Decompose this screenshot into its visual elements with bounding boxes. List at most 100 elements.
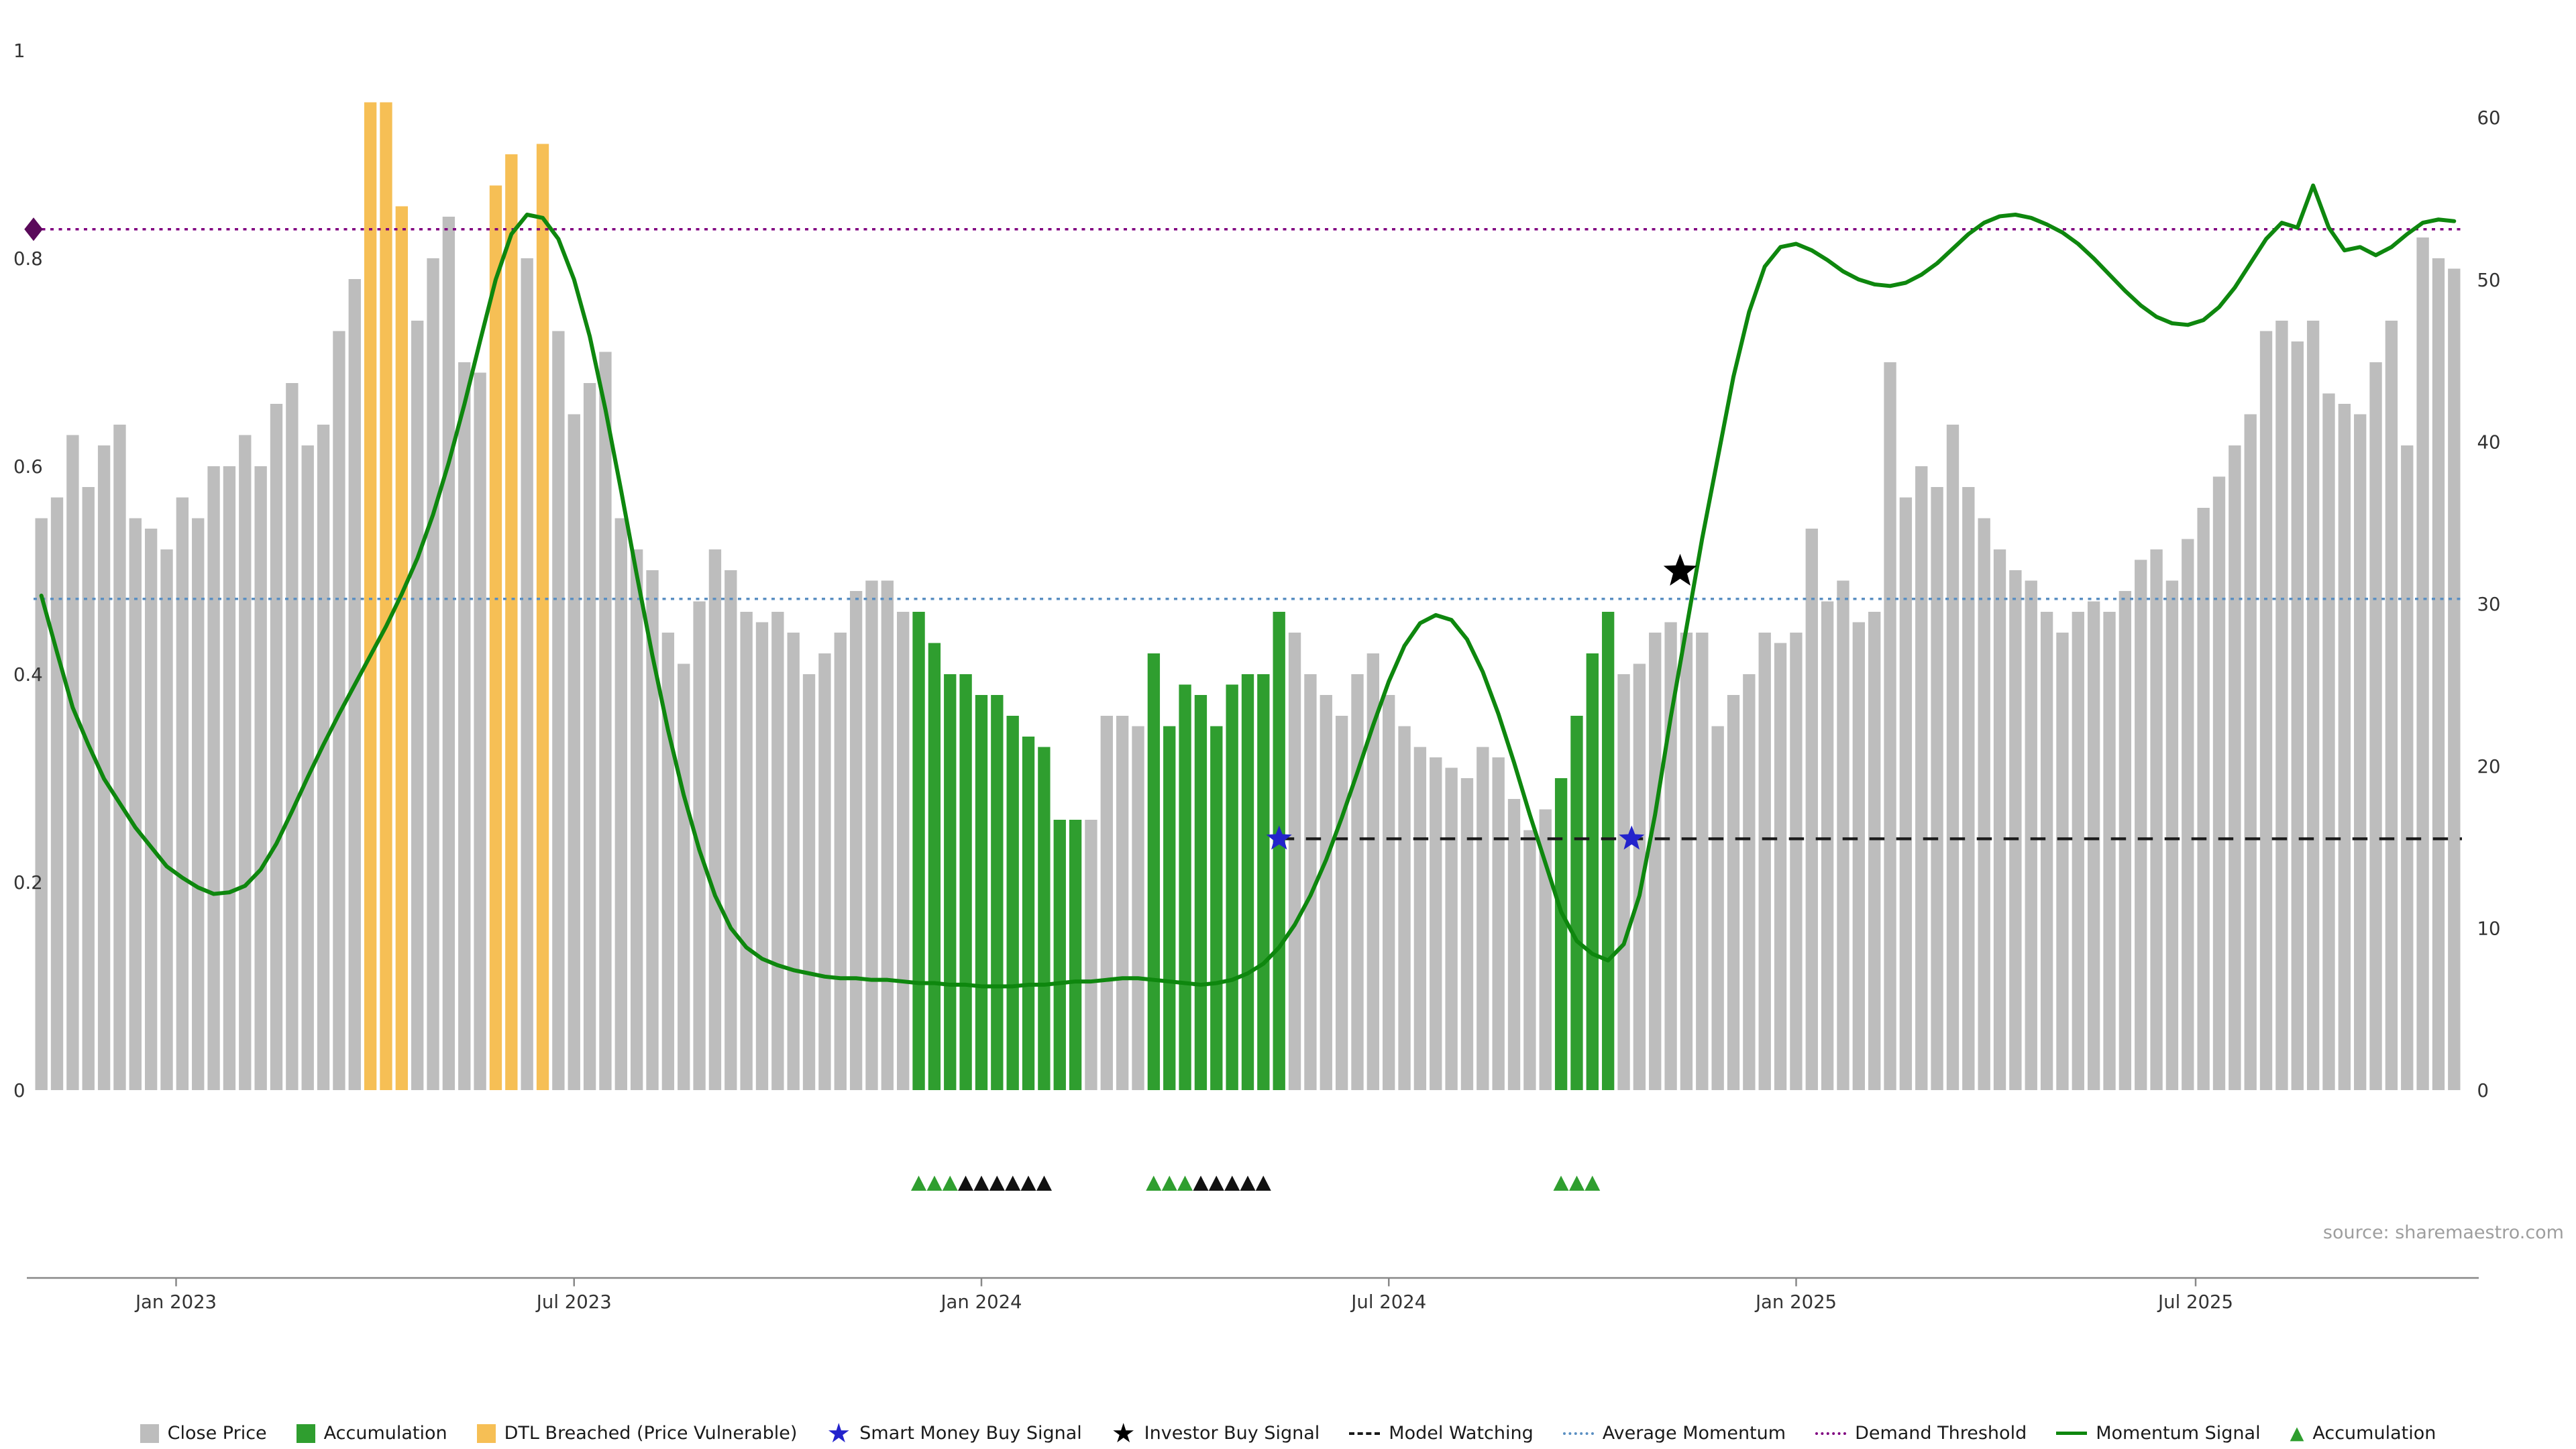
average-momentum-swatch (1562, 1432, 1594, 1435)
watch-triangle-icon (1020, 1175, 1036, 1191)
watch-triangle-icon (1255, 1175, 1271, 1191)
right-tick-label: 60 (2477, 107, 2501, 129)
close-price-bar (144, 529, 158, 1090)
legend-item-demand-threshold-dot: Demand Threshold (1815, 1423, 2027, 1444)
close-price-bar (834, 633, 847, 1090)
close-price-bar (849, 591, 863, 1090)
close-price-bar (1320, 695, 1332, 1090)
accumulation-triangle-icon (926, 1175, 943, 1191)
close-price-bar (2040, 612, 2053, 1090)
close-price-bar (1743, 674, 1756, 1090)
close-price-bar (239, 435, 252, 1090)
close-price-bar (113, 425, 126, 1090)
watch-triangle-icon (958, 1175, 973, 1191)
accumulation-triangle-icon (1569, 1175, 1585, 1191)
close-price-bar (897, 612, 910, 1090)
close-price-bar (1727, 695, 1740, 1090)
close-price-bar (97, 445, 111, 1090)
accumulation-bar (1586, 653, 1599, 1090)
accumulation-swatch (296, 1424, 315, 1443)
close-price-bar (2401, 445, 2414, 1090)
watch-triangle-icon (1193, 1175, 1209, 1191)
accumulation-triangle-icon (911, 1175, 926, 1191)
close-price-bar (1335, 716, 1348, 1090)
close-price-bar (1351, 674, 1364, 1090)
close-price-bar (2087, 601, 2100, 1090)
right-tick-label: 0 (2477, 1080, 2489, 1102)
close-price-bar (568, 414, 580, 1090)
dtl-breached-bar (489, 185, 502, 1090)
legend-label: DTL Breached (Price Vulnerable) (504, 1423, 798, 1444)
accumulation-bar (1226, 684, 1238, 1090)
close-price-bar (2291, 341, 2304, 1090)
watch-triangle-icon (973, 1175, 989, 1191)
close-price-bar (1946, 425, 1960, 1090)
smart-money-buy-star-icon (1266, 825, 1292, 850)
close-price-bar (1477, 747, 1489, 1090)
close-price-bar (1398, 726, 1411, 1090)
legend-label: Close Price (167, 1423, 267, 1444)
close-price-bar (2306, 321, 2320, 1090)
close-price-bar (474, 372, 486, 1090)
legend-item-investor-buy-signal-star: ★ Investor Buy Signal (1111, 1417, 1320, 1449)
watch-triangle-icon (1224, 1175, 1240, 1191)
close-price-bar (818, 653, 831, 1090)
accumulation-bar (1601, 612, 1615, 1090)
x-tick-label: Jan 2024 (939, 1291, 1022, 1313)
legend-label: Momentum Signal (2096, 1423, 2261, 1444)
accumulation-bar (1022, 737, 1035, 1090)
close-price-bar (1633, 663, 1646, 1090)
accumulation-bar (1210, 726, 1223, 1090)
close-price-bar (1413, 747, 1427, 1090)
dtl-breached-bar (364, 102, 377, 1090)
close-price-bar (708, 549, 722, 1090)
close-price-bar (1899, 497, 1913, 1090)
legend-label: Model Watching (1389, 1423, 1534, 1444)
close-price-bar (35, 518, 48, 1090)
accumulation-bar (991, 695, 1004, 1090)
close-price-bar (1460, 778, 1474, 1090)
close-price-bar (2135, 559, 2147, 1090)
close-price-bar (317, 425, 330, 1090)
watch-triangle-icon (1240, 1175, 1256, 1191)
close-price-bar (427, 258, 439, 1090)
close-price-bar (740, 612, 753, 1090)
close-price-bar (2275, 321, 2288, 1090)
accumulation-bar (1257, 674, 1270, 1090)
close-price-bar (1931, 487, 1943, 1090)
close-price-bar (192, 518, 205, 1090)
accumulation-bar (1273, 612, 1285, 1090)
investor-buy-signal-star-icon: ★ (1111, 1417, 1136, 1449)
close-price-bar (787, 633, 800, 1090)
close-price-bar (2072, 612, 2084, 1090)
close-price-bar (1774, 643, 1787, 1090)
close-price-bar (1100, 716, 1113, 1090)
right-tick-label: 50 (2477, 270, 2501, 291)
watch-triangle-icon (1036, 1175, 1052, 1191)
close-price-bar (66, 435, 79, 1090)
legend-label: Investor Buy Signal (1144, 1423, 1320, 1444)
close-price-bar (583, 383, 596, 1090)
x-tick-label: Jul 2024 (1350, 1291, 1426, 1313)
close-price-bar (755, 622, 769, 1090)
close-price-bar (1821, 601, 1834, 1090)
close-price-bar (2009, 570, 2022, 1090)
left-tick-label: 0.4 (13, 664, 43, 686)
close-price-bar (521, 258, 533, 1090)
close-price-bar (1680, 633, 1693, 1090)
close-price-bar (1445, 767, 1458, 1090)
close-price-bar (1711, 726, 1724, 1090)
close-price-bar (2385, 321, 2398, 1090)
close-price-bar (286, 383, 299, 1090)
close-price-bar (442, 217, 455, 1090)
right-tick-label: 10 (2477, 918, 2501, 939)
close-price-bar (2338, 404, 2351, 1090)
watch-triangle-icon (1208, 1175, 1224, 1191)
left-tick-label: 0.8 (13, 248, 43, 270)
dtl-breached-bar (395, 206, 408, 1090)
investor-buy-star-icon (1663, 553, 1697, 586)
accumulation-bar (1179, 684, 1191, 1090)
accumulation-bar (928, 643, 941, 1090)
close-price-swatch (140, 1424, 159, 1443)
